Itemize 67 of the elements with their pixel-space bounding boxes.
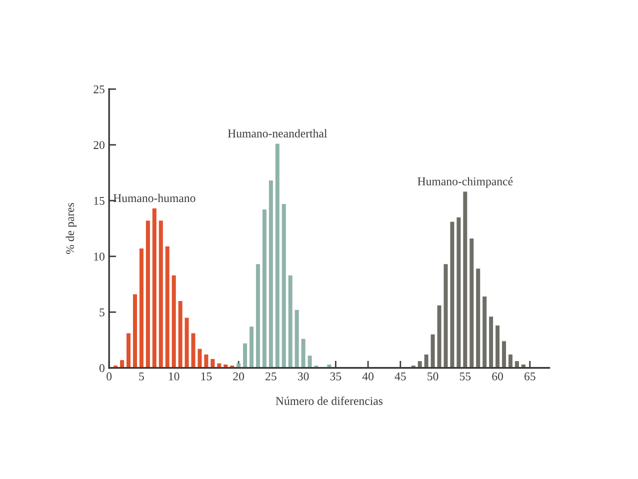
bar: [139, 248, 144, 368]
bar: [184, 318, 189, 368]
bar: [210, 358, 215, 368]
bar: [178, 300, 182, 368]
bar: [476, 268, 480, 368]
bar: [444, 264, 448, 368]
x-axis-title: Número de diferencias: [276, 396, 383, 405]
x-tick-label: 60: [492, 372, 503, 380]
x-tick-label: 5: [139, 372, 144, 380]
bar: [146, 220, 150, 368]
series-label: Humano-humano: [113, 194, 196, 202]
bar: [165, 246, 170, 368]
bar: [430, 334, 435, 368]
bar: [482, 296, 487, 368]
bar: [120, 360, 124, 368]
bar: [191, 333, 196, 368]
bar: [132, 294, 137, 368]
y-axis-title: % de pares: [66, 203, 76, 254]
bar: [275, 144, 280, 368]
bar: [463, 192, 468, 368]
series-label: Humano-neanderthal: [228, 129, 328, 138]
bar: [489, 316, 494, 368]
bar: [198, 348, 202, 368]
x-tick-label: 20: [233, 372, 244, 380]
bar: [172, 275, 176, 368]
y-tick-label: 5: [100, 308, 104, 316]
bar: [288, 275, 292, 368]
bar: [268, 180, 273, 368]
bar: [282, 204, 286, 368]
bar: [508, 354, 512, 368]
bar: [450, 222, 454, 368]
bar: [126, 333, 131, 368]
x-tick-label: 30: [298, 372, 309, 380]
x-tick-label: 65: [524, 372, 536, 380]
x-tick-label: 0: [106, 372, 112, 380]
bar: [152, 208, 156, 368]
x-tick-label: 40: [362, 372, 374, 380]
x-tick-label: 55: [460, 372, 471, 380]
bar: [250, 326, 254, 368]
y-tick-label: 20: [94, 141, 104, 150]
y-tick-label: 10: [94, 252, 104, 261]
series-label: Humano-chimpancé: [418, 177, 513, 188]
bar: [301, 338, 306, 368]
x-tick-label: 15: [201, 372, 212, 380]
x-tick-label: 45: [394, 372, 406, 380]
x-tick-label: 10: [168, 372, 180, 380]
bar: [204, 354, 208, 368]
y-tick-label: 0: [99, 364, 104, 372]
bar: [502, 341, 506, 368]
bar: [243, 343, 248, 368]
bar: [294, 310, 299, 368]
bar: [437, 305, 442, 368]
bar: [256, 264, 260, 368]
bar: [424, 354, 428, 368]
bar: [262, 210, 266, 368]
y-tick-label: 25: [94, 85, 104, 94]
x-tick-label: 25: [266, 372, 276, 380]
bar: [308, 356, 312, 368]
bar: [418, 361, 422, 368]
bar: [514, 361, 519, 368]
bar: [496, 326, 500, 368]
x-tick-label: 35: [330, 372, 342, 380]
bar: [158, 220, 163, 368]
y-tick-label: 15: [94, 196, 104, 205]
bar: [470, 238, 474, 368]
x-tick-label: 50: [428, 372, 438, 380]
bar: [456, 217, 461, 368]
